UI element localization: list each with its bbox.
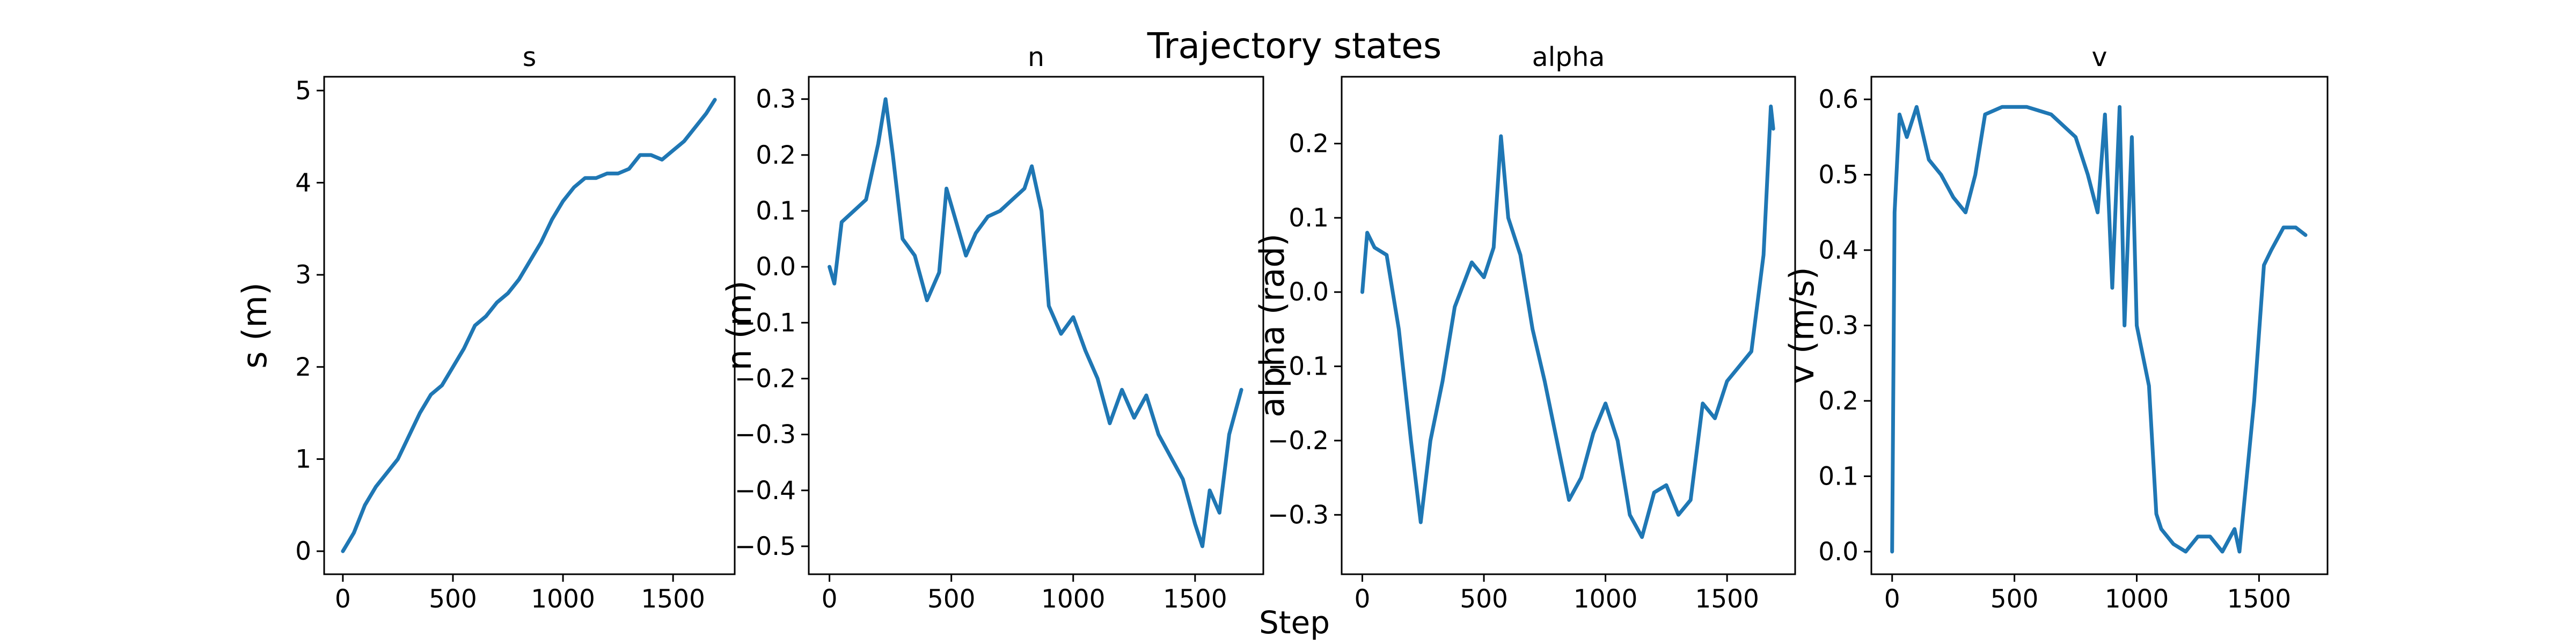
figure-title: Trajectory states — [1147, 25, 1441, 67]
tick-layer-alpha: 0 500 1000 1500 −0.3 −0.2 −0.1 0.0 0.1 0.2 — [1268, 129, 1759, 614]
y-tick-label-s: 5 — [295, 76, 311, 106]
x-tick-label-n: 1500 — [1163, 584, 1227, 614]
subplot-v: v v (m/s) 0 500 1000 1500 0.0 0.1 0.2 0.3 0.4 0.5… — [1782, 42, 2329, 614]
plot-frame-n — [808, 76, 1264, 575]
y-tick-label-v: 0.1 — [1818, 462, 1858, 491]
x-tick-label-s: 1500 — [641, 584, 705, 614]
x-tick-label-n: 1000 — [1041, 584, 1106, 614]
shared-x-axis-label: Step — [1259, 604, 1330, 641]
plot-frame-v — [1870, 76, 2329, 575]
tick-layer-v: 0 500 1000 1500 0.0 0.1 0.2 0.3 0.4 0.5 0.6 — [1818, 85, 2291, 614]
y-tick-label-n: −0.2 — [735, 364, 796, 393]
series-line-n — [828, 97, 1243, 548]
subplot-n: n n (m) 0 500 1000 1500 −0.5 −0.4 −0.3 −0.2 −0.1… — [720, 42, 1264, 614]
plot-frame-s — [323, 76, 736, 575]
y-tick-label-alpha: −0.1 — [1268, 352, 1329, 382]
subplot-title-n: n — [1028, 42, 1044, 72]
x-tick-label-s: 500 — [429, 584, 477, 614]
y-tick-label-n: −0.3 — [735, 420, 796, 450]
y-axis-label-s: s (m) — [235, 282, 274, 369]
y-tick-label-v: 0.6 — [1818, 85, 1858, 114]
x-tick-label-v: 500 — [1990, 584, 2039, 614]
subplot-title-v: v — [2092, 42, 2107, 72]
y-axis-label-n: n (m) — [720, 281, 759, 371]
x-tick-label-alpha: 500 — [1460, 584, 1508, 614]
y-tick-label-n: −0.5 — [735, 532, 796, 561]
y-tick-label-s: 0 — [295, 537, 311, 566]
y-tick-label-v: 0.4 — [1818, 236, 1858, 265]
subplot-s: s s (m) 0 500 1000 1500 0 1 2 3 4 5 — [235, 42, 736, 614]
y-tick-label-alpha: 0.1 — [1289, 203, 1329, 233]
x-tick-label-s: 0 — [335, 584, 351, 614]
x-tick-label-n: 500 — [927, 584, 976, 614]
series-line-s — [341, 98, 717, 553]
series-line-v — [1890, 105, 2308, 554]
y-tick-label-s: 1 — [295, 444, 311, 474]
y-axis-label-v: v (m/s) — [1782, 267, 1821, 384]
y-tick-label-v: 0.3 — [1818, 311, 1858, 341]
x-tick-label-v: 1500 — [2227, 584, 2292, 614]
y-axis-label-alpha: alpha (rad) — [1253, 233, 1292, 418]
y-tick-label-s: 4 — [295, 168, 311, 197]
x-tick-label-n: 0 — [822, 584, 838, 614]
y-tick-label-alpha: −0.2 — [1268, 426, 1329, 456]
y-tick-label-n: 0.1 — [756, 196, 796, 226]
y-tick-label-v: 0.5 — [1818, 160, 1858, 190]
series-line-alpha — [1360, 104, 1775, 539]
y-tick-label-alpha: 0.2 — [1289, 129, 1329, 159]
subplot-alpha: alpha alpha (rad) 0 500 1000 1500 −0.3 −0.2 −0… — [1253, 42, 1796, 614]
subplot-title-alpha: alpha — [1532, 42, 1605, 72]
subplot-title-s: s — [523, 42, 537, 72]
y-tick-label-s: 2 — [295, 353, 311, 382]
x-tick-label-v: 1000 — [2105, 584, 2169, 614]
y-tick-label-n: 0.0 — [756, 252, 796, 282]
y-tick-label-alpha: 0.0 — [1289, 277, 1329, 307]
x-tick-label-alpha: 1000 — [1574, 584, 1638, 614]
tick-layer-n: 0 500 1000 1500 −0.5 −0.4 −0.3 −0.2 −0.1 0.0 0.1 0.… — [735, 85, 1227, 614]
y-tick-label-n: −0.1 — [735, 308, 796, 338]
tick-layer-s: 0 500 1000 1500 0 1 2 3 4 5 — [295, 76, 705, 614]
x-tick-label-v: 0 — [1884, 584, 1900, 614]
x-tick-label-alpha: 1500 — [1695, 584, 1759, 614]
y-tick-label-v: 0.2 — [1818, 386, 1858, 416]
y-tick-label-n: 0.3 — [756, 85, 796, 114]
y-tick-label-alpha: −0.3 — [1268, 500, 1329, 530]
y-tick-label-v: 0.0 — [1818, 537, 1858, 567]
x-tick-label-s: 1000 — [531, 584, 595, 614]
plot-frame-alpha — [1341, 76, 1796, 575]
y-tick-label-s: 3 — [295, 260, 311, 290]
y-tick-label-n: −0.4 — [735, 476, 796, 506]
x-tick-label-alpha: 0 — [1355, 584, 1371, 614]
y-tick-label-n: 0.2 — [756, 141, 796, 170]
